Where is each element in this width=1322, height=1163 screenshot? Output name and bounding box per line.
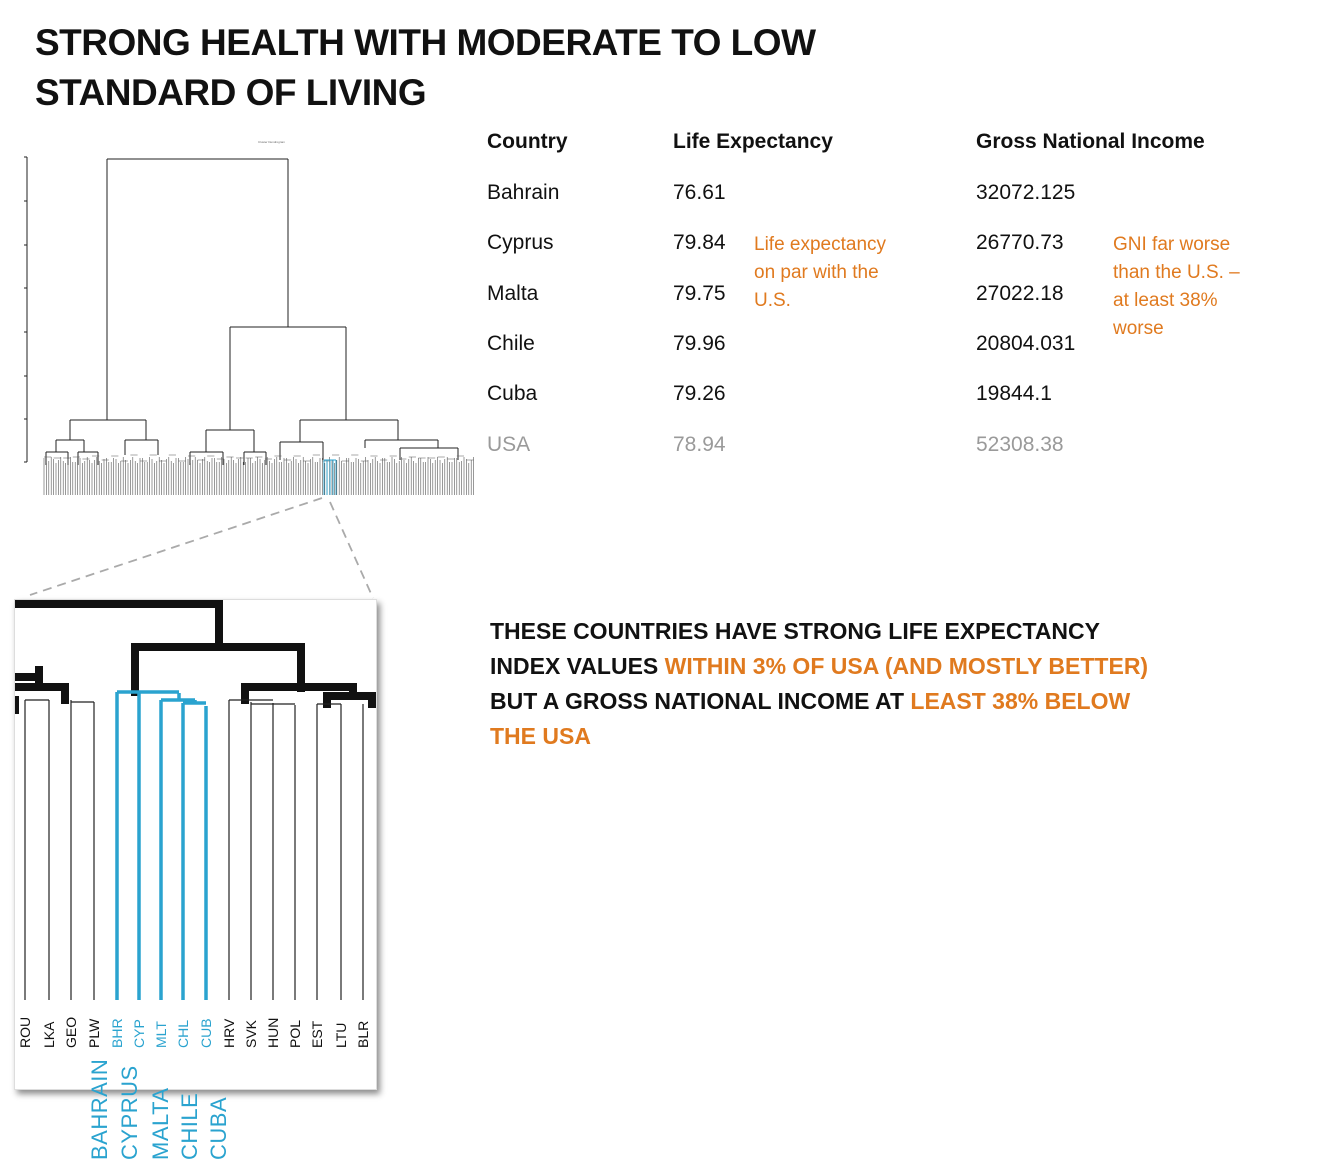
leaf-code-chl: CHL	[175, 1020, 191, 1048]
cell-country: Cyprus	[487, 231, 554, 254]
leaf-lines	[43, 454, 474, 495]
zoomed-dendrogram: ROU LKA GEO PLW BHR CYP MLT CHL CUB HRV SVK HUN POL E…	[14, 599, 377, 1090]
leaf-code-blr: BLR	[355, 1021, 371, 1048]
name-cyprus: CYPRUS	[117, 1065, 142, 1160]
note-line: at least 38%	[1113, 290, 1218, 311]
leaf-code-geo: GEO	[63, 1017, 79, 1048]
cell-gni: 32072.125	[976, 181, 1076, 204]
zoomed-dendrogram-svg: ROU LKA GEO PLW BHR CYP MLT CHL CUB HRV SVK HUN POL E…	[15, 600, 376, 1048]
name-cuba: CUBA	[206, 1096, 231, 1160]
name-bahrain: BAHRAIN	[87, 1058, 112, 1160]
header-life-expectancy: Life Expectancy	[673, 130, 833, 153]
leaf-code-svk: SVK	[243, 1019, 259, 1048]
cell-country: Chile	[487, 332, 535, 355]
leaf-code-hrv: HRV	[221, 1018, 237, 1048]
highlighted-leaves	[323, 459, 337, 495]
cell-gni: 19844.1	[976, 382, 1052, 405]
leaf-code-cub: CUB	[198, 1018, 214, 1048]
leaf-code-ltu: LTU	[333, 1023, 349, 1048]
leaf-code-rou: ROU	[17, 1017, 33, 1048]
cell-gni: 26770.73	[976, 231, 1064, 254]
summary-line-2a: INDEX VALUES	[490, 653, 665, 679]
note-line: Life expectancy	[754, 234, 887, 255]
title-line-2: STANDARD OF LIVING	[35, 72, 427, 113]
overview-dendrogram: Cluster Dendrogram	[24, 140, 474, 495]
gni-note: GNI far worse than the U.S. – at least 3…	[1113, 231, 1240, 343]
leaf-code-pol: POL	[287, 1020, 303, 1048]
leaf-code-est: EST	[309, 1020, 325, 1048]
note-line: worse	[1113, 318, 1164, 339]
header-country: Country	[487, 130, 568, 153]
note-line: U.S.	[754, 290, 791, 311]
root-merge	[106, 158, 289, 420]
note-line: than the U.S. –	[1113, 262, 1240, 283]
page-title: STRONG HEALTH WITH MODERATE TO LOW STAND…	[35, 18, 935, 118]
summary-text: THESE COUNTRIES HAVE STRONG LIFE EXPECTA…	[490, 614, 1250, 754]
life-expectancy-note: Life expectancy on par with the U.S.	[754, 231, 886, 315]
cell-life: 79.26	[673, 382, 726, 405]
leaf-code-labels: ROU LKA GEO PLW BHR CYP MLT CHL CUB HRV SVK HUN POL E…	[17, 1017, 371, 1048]
leaf-code-bhr: BHR	[109, 1018, 125, 1048]
leaf-code-plw: PLW	[86, 1018, 102, 1048]
note-line: GNI far worse	[1113, 234, 1231, 255]
cell-life: 78.94	[673, 433, 726, 456]
cell-country: Bahrain	[487, 181, 560, 204]
leaf-code-lka: LKA	[41, 1021, 57, 1048]
cell-gni: 27022.18	[976, 282, 1064, 305]
cell-life: 76.61	[673, 181, 726, 204]
cell-country: Malta	[487, 282, 539, 305]
cell-country: USA	[487, 433, 531, 456]
summary-line-1: THESE COUNTRIES HAVE STRONG LIFE EXPECTA…	[490, 618, 1100, 644]
highlighted-country-names: BAHRAIN CYPRUS MALTA CHILE CUBA	[87, 1050, 248, 1160]
cell-life: 79.84	[673, 231, 726, 254]
title-line-1: STRONG HEALTH WITH MODERATE TO LOW	[35, 22, 816, 63]
summary-highlight-3: THE USA	[490, 723, 591, 749]
cell-gni: 52308.38	[976, 433, 1064, 456]
cell-life: 79.96	[673, 332, 726, 355]
name-chile: CHILE	[177, 1092, 202, 1160]
summary-line-3a: BUT A GROSS NATIONAL INCOME AT	[490, 688, 911, 714]
cell-country: Cuba	[487, 382, 538, 405]
dendrogram-leaves	[43, 454, 474, 495]
leaf-code-hun: HUN	[265, 1018, 281, 1048]
cell-gni: 20804.031	[976, 332, 1076, 355]
leaf-code-mlt: MLT	[153, 1021, 169, 1048]
leaf-code-cyp: CYP	[131, 1019, 147, 1048]
summary-highlight-2: LEAST 38% BELOW	[910, 688, 1131, 714]
cell-life: 79.75	[673, 282, 726, 305]
note-line: on par with the	[754, 262, 879, 283]
name-malta: MALTA	[148, 1087, 173, 1160]
summary-highlight-1: WITHIN 3% OF USA (AND MOSTLY BETTER)	[664, 653, 1149, 679]
svg-text:Cluster Dendrogram: Cluster Dendrogram	[258, 140, 286, 144]
header-gni: Gross National Income	[976, 130, 1205, 153]
